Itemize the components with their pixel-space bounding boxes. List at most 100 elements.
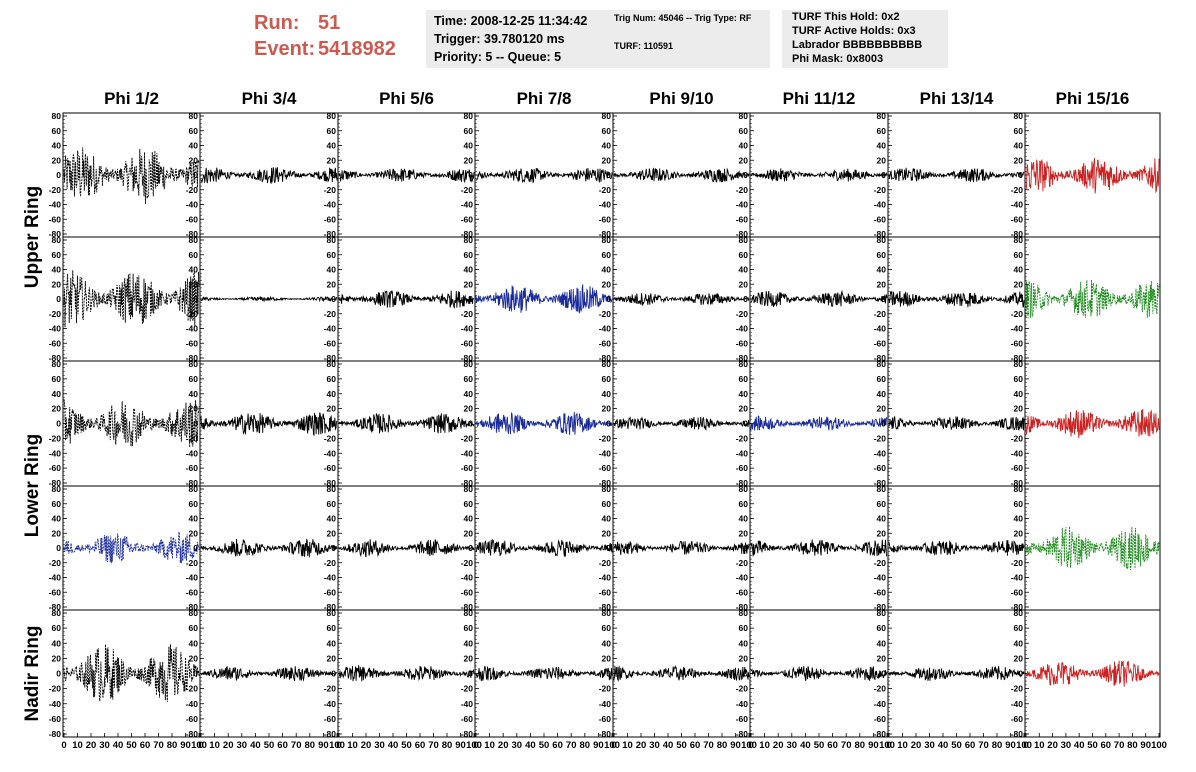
x-tick-label: 0 <box>198 740 203 751</box>
y-tick-label: 20 <box>602 279 612 289</box>
y-tick-label: -20 <box>599 558 612 568</box>
x-tick-label: 60 <box>1101 740 1112 751</box>
y-tick-label: -20 <box>1011 433 1024 443</box>
y-tick-label: -80 <box>736 729 749 739</box>
waveform-panel: 80 60 40 20 0 -20 -40 -60 -80 <box>186 111 339 239</box>
x-tick-label: 70 <box>1114 740 1125 751</box>
y-tick-label: 80 <box>52 235 62 245</box>
x-tick-label: 10 <box>1034 740 1045 751</box>
y-tick-label: -80 <box>736 353 749 363</box>
y-tick-label: 60 <box>739 499 749 509</box>
y-tick-label: 20 <box>327 279 337 289</box>
time-trigger-box: Time: 2008-12-25 11:34:42 Trigger: 39.78… <box>426 10 616 68</box>
y-tick-label: 80 <box>602 359 612 369</box>
y-tick-label: -80 <box>49 229 62 239</box>
waveform-panel: 80 60 40 20 0 -20 -40 -60 -80 <box>186 484 339 612</box>
y-tick-label: 40 <box>1014 389 1024 399</box>
y-tick-label: -40 <box>599 573 612 583</box>
y-tick-label: 40 <box>189 638 199 648</box>
column-title: Phi 7/8 <box>517 89 572 108</box>
x-tick-label: 60 <box>140 740 151 751</box>
y-tick-label: -80 <box>461 729 474 739</box>
y-tick-label: -20 <box>186 309 199 319</box>
y-tick-label: 60 <box>327 623 337 633</box>
y-tick-label: 0 <box>606 543 611 553</box>
y-tick-label: -20 <box>49 684 62 694</box>
x-tick-label: 30 <box>512 740 523 751</box>
x-tick-label: 30 <box>787 740 798 751</box>
y-tick-label: 80 <box>739 608 749 618</box>
x-tick-label: 60 <box>415 740 426 751</box>
waveform-trace <box>613 292 750 306</box>
y-tick-label: 60 <box>464 250 474 260</box>
waveform-trace <box>1025 409 1160 438</box>
x-tick-label: 10 <box>484 740 495 751</box>
trigger-text: Trigger: 39.780120 ms <box>434 32 565 46</box>
waveform-panel: 80 60 40 20 0 -20 -40 -60 -80 <box>461 111 614 239</box>
row-label: Lower Ring <box>22 434 43 537</box>
y-tick-label: 80 <box>602 235 612 245</box>
y-tick-label: 80 <box>189 235 199 245</box>
y-tick-label: 20 <box>464 155 474 165</box>
waveform-trace <box>750 168 888 182</box>
x-tick-label: 70 <box>291 740 302 751</box>
y-tick-label: -80 <box>186 478 199 488</box>
y-tick-label: -20 <box>874 433 887 443</box>
y-tick-label: 60 <box>189 374 199 384</box>
y-tick-label: -40 <box>874 699 887 709</box>
y-tick-label: 60 <box>1014 126 1024 136</box>
x-tick-label: 70 <box>703 740 714 751</box>
y-tick-label: 0 <box>331 543 336 553</box>
y-tick-label: -40 <box>1011 448 1024 458</box>
y-tick-label: 80 <box>52 359 62 369</box>
y-tick-label: -80 <box>736 602 749 612</box>
column-title: Phi 1/2 <box>104 89 159 108</box>
run-label: Run: <box>254 12 300 34</box>
y-tick-label: 80 <box>1014 235 1024 245</box>
waveform-trace <box>339 665 475 682</box>
waveform-trace <box>63 147 200 205</box>
y-tick-label: -20 <box>736 433 749 443</box>
y-tick-label: -40 <box>186 200 199 210</box>
y-tick-label: -80 <box>324 353 337 363</box>
y-tick-label: 40 <box>602 389 612 399</box>
y-tick-label: 60 <box>327 126 337 136</box>
x-tick-label: 100 <box>466 740 482 751</box>
y-tick-label: -80 <box>874 478 887 488</box>
waveform-panel: 80 60 40 20 0 -20 -40 -60 -80 <box>599 484 751 612</box>
column-title: Phi 11/12 <box>783 89 856 108</box>
x-tick-label: 80 <box>580 740 591 751</box>
column-title: Phi 3/4 <box>242 89 297 108</box>
y-tick-label: 20 <box>739 528 749 538</box>
y-tick-label: -60 <box>49 338 62 348</box>
y-tick-label: 80 <box>189 111 199 121</box>
y-tick-label: 60 <box>52 374 62 384</box>
y-tick-label: 60 <box>602 499 612 509</box>
y-tick-label: -40 <box>324 699 337 709</box>
y-tick-label: 40 <box>464 389 474 399</box>
y-tick-label: -40 <box>874 324 887 334</box>
waveform-trace <box>888 167 1025 183</box>
y-tick-label: -40 <box>461 573 474 583</box>
y-tick-label: 60 <box>52 250 62 260</box>
waveform-panel: 80 60 40 20 0 -20 -40 -60 -80 <box>324 235 476 363</box>
y-tick-label: -60 <box>186 714 199 724</box>
y-tick-label: -40 <box>324 573 337 583</box>
y-tick-label: 80 <box>189 608 199 618</box>
y-tick-label: 60 <box>464 623 474 633</box>
y-tick-label: 60 <box>327 374 337 384</box>
x-tick-label: 100 <box>191 740 207 751</box>
y-tick-label: -40 <box>736 573 749 583</box>
y-tick-label: 0 <box>56 419 61 429</box>
y-tick-label: -20 <box>49 309 62 319</box>
y-tick-label: 0 <box>56 669 61 679</box>
y-tick-label: 0 <box>331 419 336 429</box>
y-tick-label: 0 <box>606 170 611 180</box>
y-tick-label: 80 <box>877 359 887 369</box>
y-tick-label: 0 <box>468 543 473 553</box>
y-tick-label: -80 <box>874 602 887 612</box>
y-tick-label: -80 <box>49 602 62 612</box>
y-tick-label: -60 <box>324 714 337 724</box>
